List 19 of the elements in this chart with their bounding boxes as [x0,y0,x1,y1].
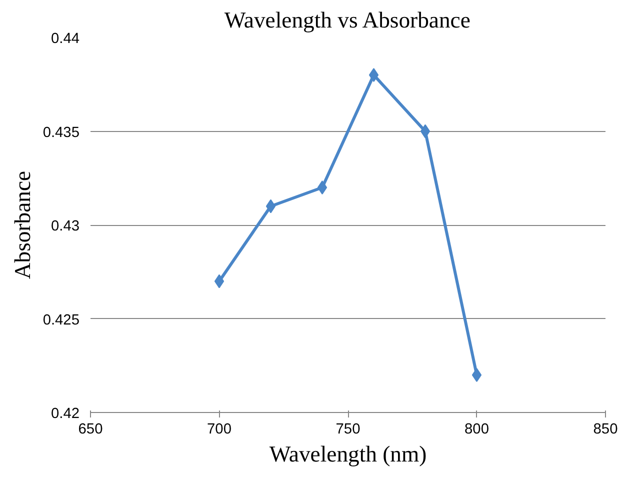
x-tick-label: 700 [207,422,232,438]
chart-title: Wavelength vs Absorbance [224,8,470,32]
x-axis-title: Wavelength (nm) [269,442,427,466]
y-axis-title: Absorbance [10,170,35,280]
y-tick-label: 0.435 [42,124,80,141]
point [420,124,430,138]
point [214,274,224,288]
y-tick-label: 0.44 [50,31,80,47]
x-tick-label: 800 [464,422,489,438]
x-tick-label: 750 [336,422,360,438]
point [266,199,276,214]
point [317,180,328,194]
point [472,368,482,382]
x-tick-label: 850 [593,422,618,438]
y-tick-label: 0.42 [50,406,80,422]
x-tick-label: 650 [78,422,103,438]
y-tick-label: 0.43 [50,218,80,234]
point [368,68,379,82]
y-tick-label: 0.425 [42,312,80,328]
